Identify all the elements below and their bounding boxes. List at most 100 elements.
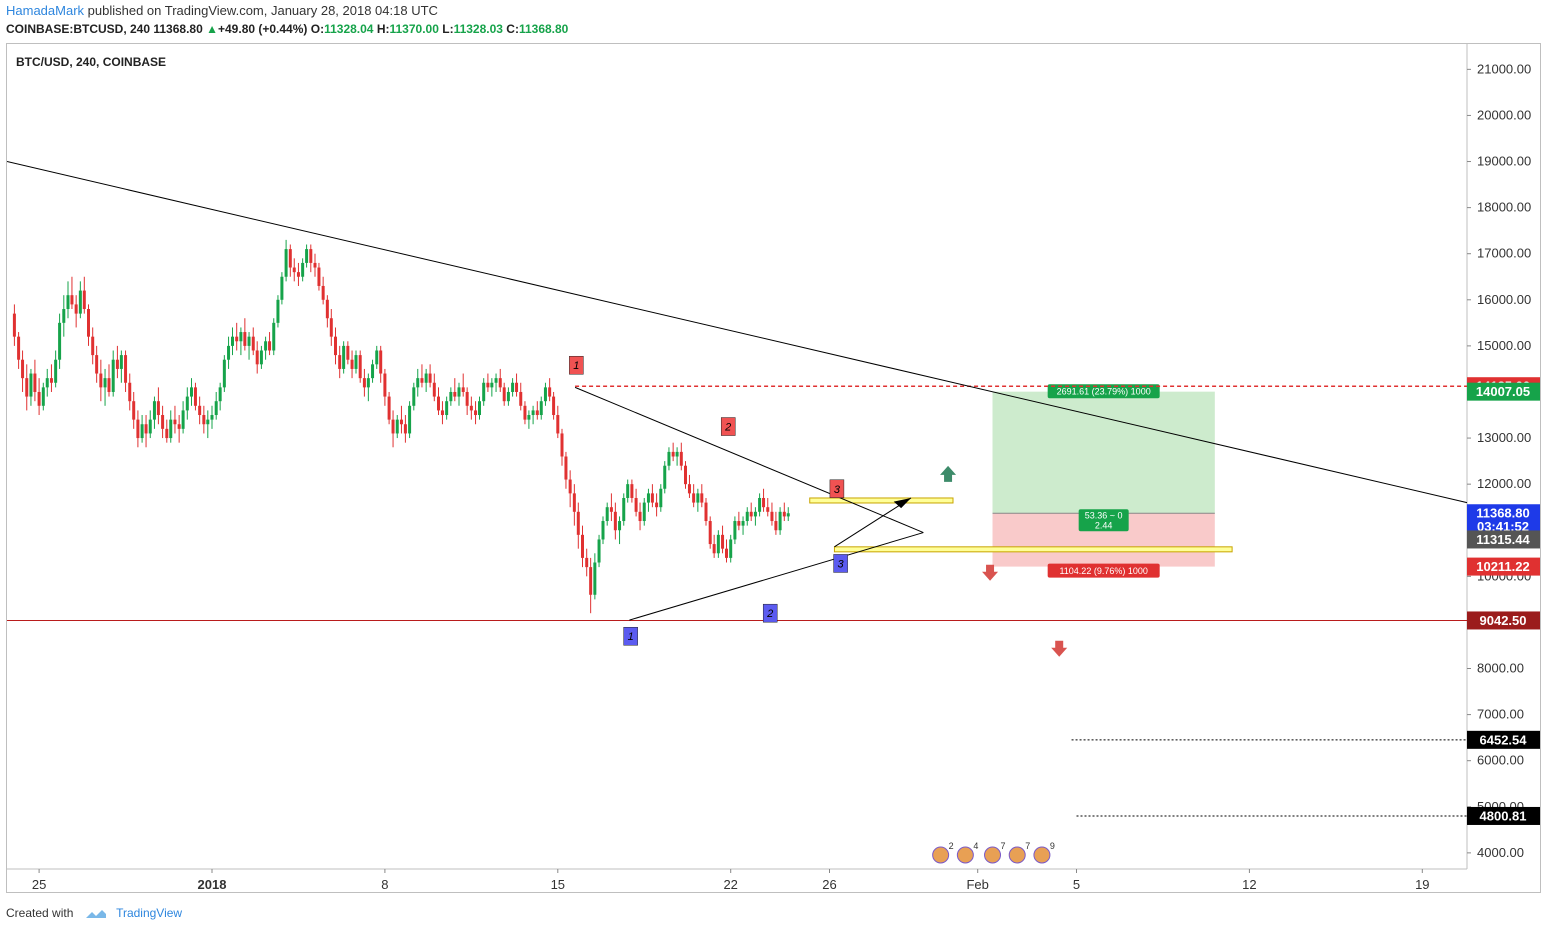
candle-body: [749, 511, 753, 517]
candle-body: [687, 484, 691, 494]
candle-body: [350, 359, 354, 369]
price-tag-bg: [1467, 730, 1540, 749]
y-tick-label: 18000.00: [1477, 200, 1531, 215]
candle-body: [679, 451, 683, 466]
footer: Created with TradingView: [6, 906, 182, 920]
candle-body: [428, 373, 432, 383]
candle-body: [156, 401, 160, 416]
ratio-label-2: 2.44: [1095, 520, 1113, 530]
price-change: +49.80 (+0.44%): [218, 22, 308, 36]
candle-body: [148, 419, 152, 434]
candle-body: [716, 534, 720, 554]
candle-body: [115, 359, 119, 369]
x-tick-label: 22: [723, 877, 737, 892]
candle-body: [523, 405, 527, 420]
up-triangle-icon: ▲: [206, 22, 218, 36]
candle-body: [474, 410, 478, 416]
candle-body: [313, 262, 317, 268]
candle-body: [741, 521, 745, 526]
candle-body: [301, 262, 305, 277]
candle-body: [66, 295, 70, 310]
candle-body: [692, 493, 696, 503]
candle-body: [78, 290, 82, 314]
candle-body: [383, 373, 387, 397]
symbol-ohlc-bar: COINBASE:BTCUSD, 240 11368.80 ▲+49.80 (+…: [6, 22, 568, 36]
candle-body: [375, 350, 379, 365]
chart-panel[interactable]: BTC/USD, 240, COINBASE 4000.00 5000.00 6000…: [6, 43, 1541, 893]
price-tag-label: 03:41:52: [1477, 519, 1529, 534]
candle-body: [33, 373, 37, 392]
candle-body: [655, 502, 659, 508]
candle-body: [556, 415, 560, 434]
candle-body: [395, 419, 399, 434]
author-link[interactable]: HamadaMark: [6, 3, 85, 18]
candle-body: [568, 479, 572, 494]
candle-body: [107, 378, 111, 392]
price-tag-label: 9042.50: [1480, 613, 1527, 628]
candle-body: [589, 567, 593, 595]
candle-body: [766, 507, 770, 512]
candle-body: [243, 332, 247, 346]
us-flag-event-icon: [1008, 846, 1026, 864]
candle-body: [362, 378, 366, 388]
target-label-bg: [1047, 384, 1160, 399]
candle-body: [354, 355, 358, 369]
candle-body: [671, 451, 675, 457]
price-tag-bg: [1467, 611, 1540, 630]
close-value: 11368.80: [518, 22, 569, 36]
candle-body: [408, 405, 412, 434]
price-chart[interactable]: BTC/USD, 240, COINBASE4000.005000.006000…: [7, 44, 1540, 892]
y-tick-label: 15000.00: [1477, 338, 1531, 353]
tradingview-logo-icon: [85, 909, 106, 918]
candle-body: [82, 290, 86, 310]
candle-body: [502, 387, 506, 402]
down-arrow-icon: [1051, 640, 1068, 657]
candle-body: [498, 378, 502, 388]
candle-body: [700, 493, 704, 503]
candle-body: [70, 295, 74, 305]
open-value: 11328.04: [324, 22, 374, 36]
long-trend-line: [7, 161, 1468, 504]
price-tag-label: 14007.05: [1476, 384, 1530, 399]
candle-body: [721, 534, 725, 549]
candle-body: [613, 511, 617, 531]
candle-body: [214, 401, 218, 416]
candle-body: [247, 336, 251, 346]
candle-body: [103, 378, 107, 388]
tradingview-link[interactable]: TradingView: [116, 906, 183, 920]
wave-label-bg: [829, 479, 845, 499]
candle-body: [683, 465, 687, 485]
candle-body: [527, 415, 531, 420]
candle-body: [17, 336, 21, 360]
candle-body: [449, 391, 453, 402]
candle-body: [317, 267, 321, 286]
y-tick-label: 6000.00: [1477, 753, 1524, 768]
candle-body: [62, 309, 66, 323]
candle-body: [342, 345, 346, 369]
candle-body: [132, 401, 136, 420]
us-flag-event-icon: [984, 846, 1002, 864]
wave-label-blue: 3: [838, 558, 845, 570]
candle-body: [37, 391, 41, 406]
candle-body: [387, 396, 391, 420]
candle-body: [659, 488, 663, 508]
candle-body: [515, 382, 519, 392]
candle-body: [74, 304, 78, 314]
candle-body: [770, 511, 774, 522]
candle-body: [177, 424, 181, 429]
candle-body: [708, 521, 712, 545]
wave-label-bg: [569, 355, 584, 375]
candle-body: [412, 387, 416, 406]
candle-body: [165, 428, 169, 439]
candle-body: [296, 272, 300, 277]
candle-body: [531, 410, 535, 416]
candle-body: [21, 359, 25, 379]
breakout-box-bottom: [833, 546, 1233, 553]
y-tick-label: 7000.00: [1477, 707, 1524, 722]
target-zone: [992, 391, 1215, 514]
x-tick-label: 25: [32, 877, 46, 892]
candle-body: [259, 350, 263, 365]
candle-body: [111, 359, 115, 392]
candle-body: [601, 521, 605, 540]
x-tick-label: Feb: [966, 877, 988, 892]
